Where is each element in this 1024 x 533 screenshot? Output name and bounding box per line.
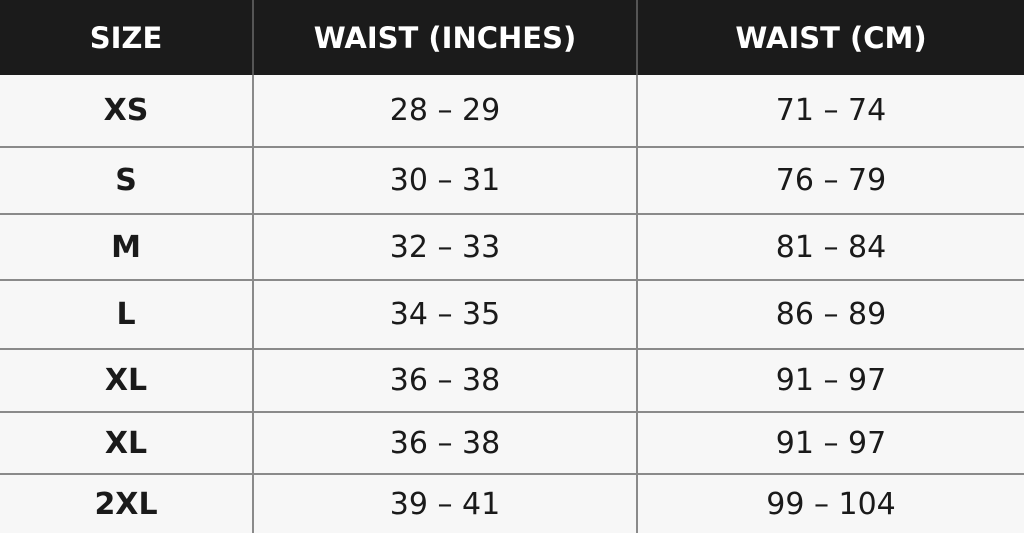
size-cell: 2XL	[0, 474, 254, 533]
cm-cell: 81 – 84	[636, 214, 1024, 281]
cm-cell: 71 – 74	[636, 75, 1024, 148]
cm-cell: 99 – 104	[636, 474, 1024, 533]
size-cell: M	[0, 214, 254, 281]
table-row: XL 36 – 38 91 – 97	[0, 349, 1024, 413]
table-row: 2XL 39 – 41 99 – 104	[0, 474, 1024, 533]
cm-cell: 91 – 97	[636, 349, 1024, 413]
table-row: M 32 – 33 81 – 84	[0, 214, 1024, 281]
inches-cell: 39 – 41	[252, 474, 638, 533]
table-row: S 30 – 31 76 – 79	[0, 147, 1024, 215]
inches-cell: 36 – 38	[252, 349, 638, 413]
table-row: L 34 – 35 86 – 89	[0, 280, 1024, 350]
size-cell: S	[0, 147, 254, 215]
header-waist-inches: WAIST (INCHES)	[253, 0, 638, 75]
header-row: SIZE WAIST (INCHES) WAIST (CM)	[0, 0, 1024, 75]
cm-cell: 91 – 97	[636, 412, 1024, 475]
size-cell: L	[0, 280, 254, 350]
inches-cell: 32 – 33	[252, 214, 638, 281]
cm-cell: 86 – 89	[636, 280, 1024, 350]
inches-cell: 36 – 38	[252, 412, 638, 475]
cm-cell: 76 – 79	[636, 147, 1024, 215]
inches-cell: 28 – 29	[252, 75, 638, 148]
header-waist-cm: WAIST (CM)	[637, 0, 1024, 75]
size-cell: XL	[0, 412, 254, 475]
header-size: SIZE	[0, 0, 254, 75]
table-row: XL 36 – 38 91 – 97	[0, 412, 1024, 475]
inches-cell: 30 – 31	[252, 147, 638, 215]
inches-cell: 34 – 35	[252, 280, 638, 350]
size-cell: XS	[0, 75, 254, 148]
size-cell: XL	[0, 349, 254, 413]
table-row: XS 28 – 29 71 – 74	[0, 75, 1024, 148]
